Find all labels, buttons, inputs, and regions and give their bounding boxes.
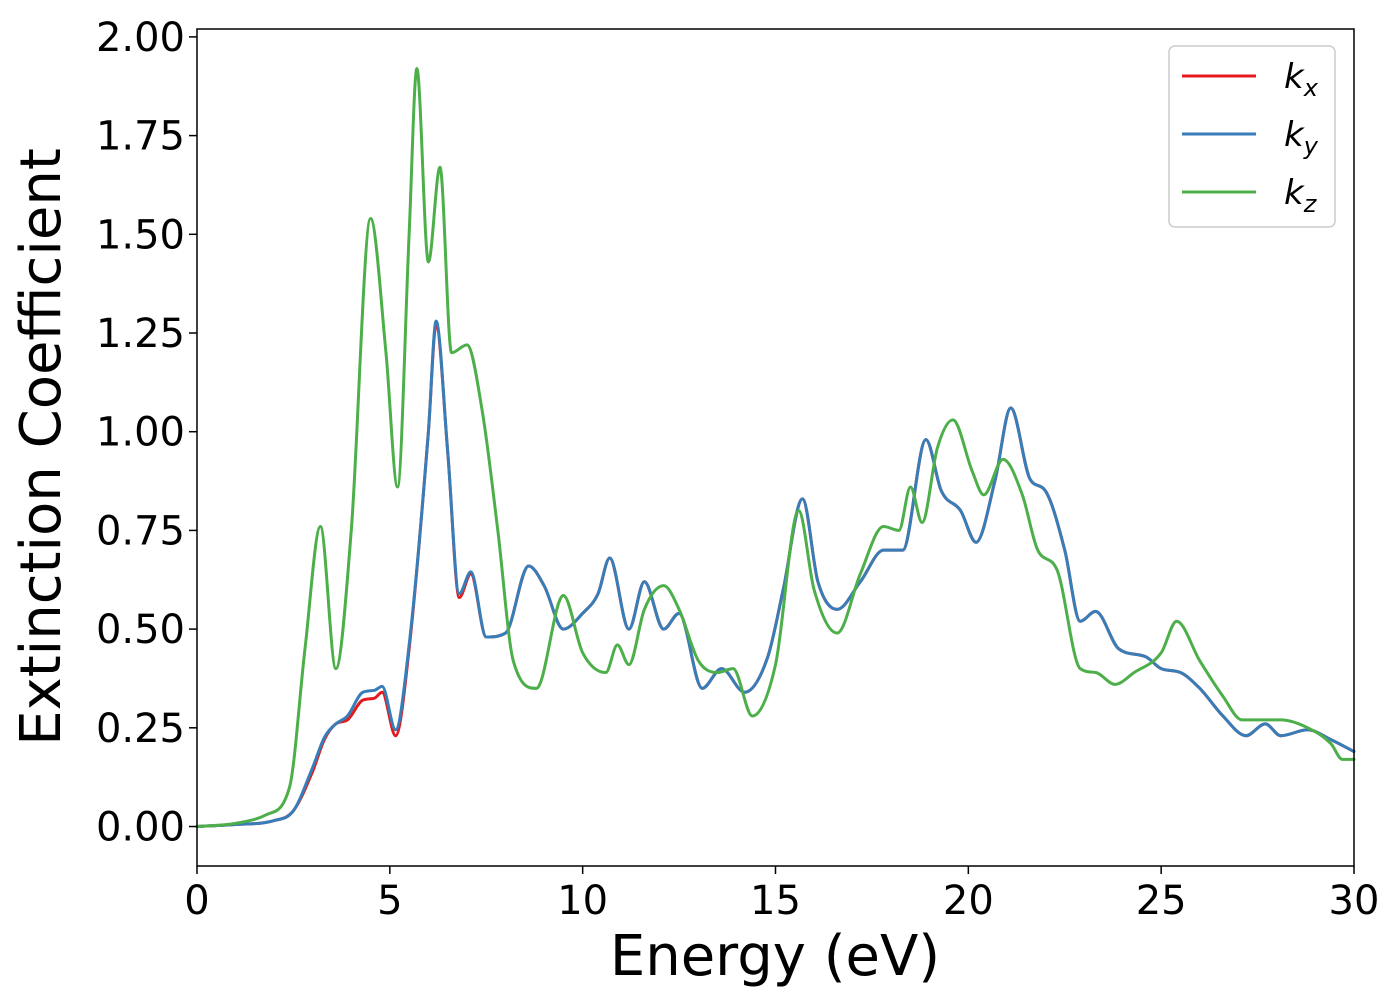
series-line-kx (195, 323, 1356, 829)
legend-label-subscript: x (1303, 74, 1319, 102)
y-tick-label: 0.25 (96, 706, 185, 752)
legend-box (1168, 45, 1336, 228)
series-layer (195, 66, 1356, 829)
x-tick-label: 20 (943, 878, 994, 924)
y-axis-title: Extinction Coefficient (9, 148, 74, 746)
x-tick-label: 5 (377, 878, 402, 924)
legend-label-kz: kz (1284, 173, 1318, 218)
series-line-kz (195, 66, 1356, 829)
y-tick-label: 1.25 (96, 311, 185, 357)
y-tick-label: 2.00 (96, 15, 185, 61)
legend-label-subscript: y (1303, 132, 1319, 160)
x-tick-label: 15 (750, 878, 801, 924)
y-tick-label: 0.75 (96, 508, 185, 554)
y-tick-label: 1.75 (96, 114, 185, 160)
x-axis-title: Energy (eV) (610, 924, 940, 989)
x-tick-label: 30 (1329, 878, 1380, 924)
y-tick-label: 1.00 (96, 410, 185, 456)
y-tick-label: 0.00 (96, 805, 185, 851)
legend-label-subscript: z (1303, 190, 1318, 218)
y-tick-label: 1.50 (96, 212, 185, 258)
x-tick-label: 10 (557, 878, 608, 924)
legend-label-ky: ky (1284, 115, 1319, 160)
legend-label-base: k (1284, 115, 1305, 155)
legend-label-base: k (1284, 57, 1305, 97)
series-line-ky (195, 319, 1356, 829)
x-tick-label: 25 (1136, 878, 1187, 924)
legend-label-kx: kx (1284, 57, 1319, 102)
y-axis-ticks: 0.00 0.25 0.50 0.75 1.00 1.25 1.50 1.75 2.00 (96, 15, 197, 851)
legend-label-base: k (1284, 173, 1305, 213)
x-tick-label: 0 (184, 878, 209, 924)
y-tick-label: 0.50 (96, 607, 185, 653)
x-axis-ticks: 0 5 10 15 20 25 30 (184, 866, 1379, 924)
